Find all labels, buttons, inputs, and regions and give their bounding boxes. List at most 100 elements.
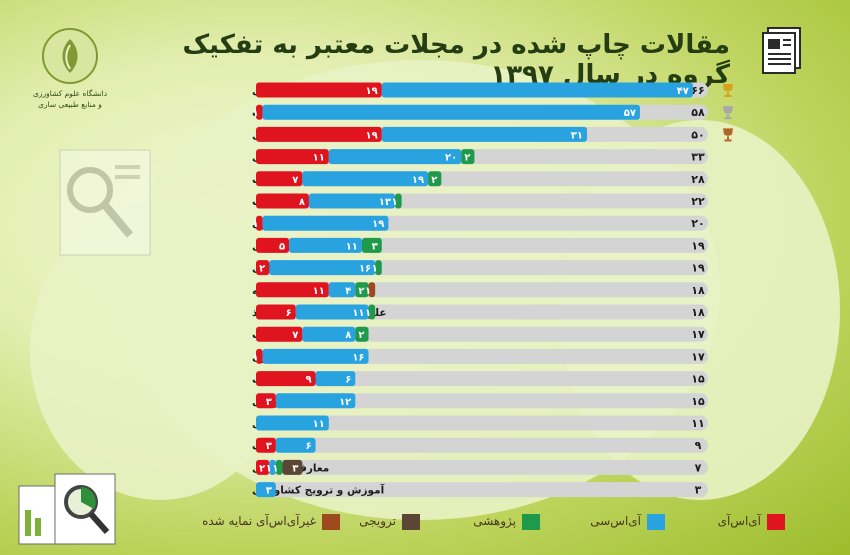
bar-segment: [256, 171, 303, 187]
segment-value-label: ۲: [358, 330, 364, 341]
segment-value-label: ۵: [279, 241, 285, 252]
bar-segment: [381, 126, 587, 142]
bar-segment: [282, 459, 303, 475]
segment-value-label: ۶: [305, 441, 311, 452]
bar-segment: [256, 304, 296, 320]
bar-segment: [256, 371, 316, 387]
segment-value-label: ۱۱: [313, 153, 325, 164]
segment-value-label: ۵۷: [624, 108, 636, 119]
trophy-icon: [727, 136, 729, 140]
segment-value-label: ۱: [365, 308, 371, 319]
bar-segment: [275, 459, 283, 475]
bar-segment: [256, 415, 329, 431]
segment-value-label: ۷: [292, 175, 298, 186]
bar-segment: [256, 326, 303, 342]
total-label: ۲۰: [691, 217, 704, 230]
segment-value-label: ۴: [345, 286, 351, 297]
bar-segment: [262, 215, 389, 231]
bar-segment: [308, 193, 396, 209]
legend-item: ترویجی: [310, 514, 420, 530]
segment-value-label: ۷: [292, 330, 298, 341]
segment-value-label: ۸: [345, 330, 351, 341]
bar-track: [256, 437, 708, 453]
segment-value-label: ۳۱: [571, 130, 583, 141]
segment-value-label: ۱: [253, 219, 259, 230]
bar-segment: [256, 348, 263, 364]
legend-swatch: [767, 514, 785, 530]
bar-segment: [262, 348, 369, 364]
segment-value-label: ۲: [464, 153, 470, 164]
total-label: ۷: [695, 461, 702, 474]
documents-icon: [762, 27, 801, 74]
total-label: ۱۹: [691, 262, 705, 275]
segment-value-label: ۱۶: [352, 352, 364, 363]
segment-value-label: ۱۱: [352, 308, 364, 319]
bar-segment: [256, 482, 276, 498]
bar-segment: [256, 215, 263, 231]
bar-segment: [395, 193, 402, 209]
total-label: ۲۸: [691, 173, 705, 186]
bar-segment: [275, 393, 356, 409]
total-label: ۵۸: [691, 106, 705, 119]
segment-value-label: ۹: [305, 375, 311, 386]
segment-value-label: ۱: [266, 463, 272, 474]
bar-track: [256, 393, 708, 409]
segment-value-label: ۱: [372, 264, 378, 275]
segment-value-label: ۳: [266, 486, 272, 497]
segment-value-label: ۴۷: [677, 86, 689, 97]
segment-value-label: ۱: [272, 463, 278, 474]
chart-legend: آی‌اس‌آی آی‌اس‌سی پژوهشی ترویجی غیرآی‌اس‌آی …: [202, 510, 785, 534]
segment-value-label: ۱۱: [346, 241, 358, 252]
legend-item: آی‌اس‌آی: [675, 514, 785, 530]
bar-segment: [269, 260, 376, 276]
bar-segment: [302, 171, 429, 187]
legend-item: آی‌اس‌سی: [555, 514, 665, 530]
total-label: ۵۰: [691, 128, 704, 141]
bar-segment: [275, 437, 316, 453]
bar-segment: [256, 393, 276, 409]
legend-swatch: [322, 514, 340, 530]
segment-value-label: ۱۹: [372, 219, 384, 230]
segment-value-label: ۱: [253, 352, 259, 363]
bar-track: [256, 459, 708, 475]
bar-segment: [355, 282, 369, 298]
total-label: ۱۱: [691, 417, 704, 430]
bar-segment: [381, 82, 693, 98]
segment-value-label: ۶: [286, 308, 292, 319]
segment-value-label: ۳: [292, 463, 298, 474]
logo-line-1: دانشگاه علوم کشاورزی: [32, 89, 108, 98]
legend-item: غیرآی‌اس‌آی نمایه شده: [202, 514, 340, 530]
total-label: ۳۳: [691, 151, 705, 164]
segment-value-label: ۲: [259, 264, 265, 275]
bar-segment: [256, 459, 270, 475]
bar-segment: [256, 282, 329, 298]
legend-label: پژوهشی: [473, 514, 516, 528]
bar-segment: [368, 304, 376, 320]
segment-value-label: ۱۱: [313, 286, 325, 297]
segment-value-label: ۳: [266, 397, 272, 408]
bar-segment: [368, 282, 376, 298]
total-label: ۲۲: [691, 195, 705, 208]
bar-segment: [361, 237, 382, 253]
total-label: ۱۵: [691, 373, 705, 386]
segment-value-label: ۱۲: [339, 397, 351, 408]
bar-segment: [315, 371, 356, 387]
segment-value-label: ۲: [431, 175, 437, 186]
bar-segment: [269, 459, 276, 475]
bar-segment: [256, 260, 270, 276]
bar-segment: [428, 171, 442, 187]
university-logo-icon: [42, 28, 98, 84]
legend-swatch: [647, 514, 665, 530]
bar-segment: [256, 126, 382, 142]
segment-value-label: ۱۹: [412, 175, 424, 186]
bar-segment: [256, 104, 263, 120]
segment-value-label: ۲: [358, 286, 364, 297]
segment-value-label: ۶: [345, 375, 351, 386]
bar-segment: [328, 149, 462, 165]
legend-label: ترویجی: [359, 514, 396, 528]
bg-blob: [30, 200, 290, 500]
segment-value-label: ۱: [253, 108, 259, 119]
bar-segment: [355, 326, 369, 342]
segment-value-label: ۱: [365, 286, 371, 297]
trophy-icon: [723, 84, 733, 92]
